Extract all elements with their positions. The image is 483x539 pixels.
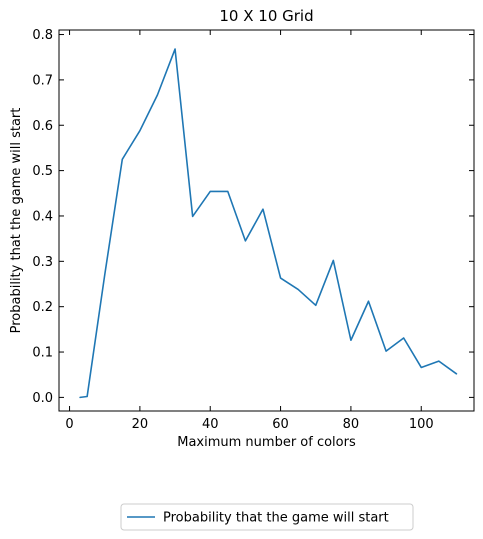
x-tick-label: 60 [272, 417, 289, 432]
y-tick-label: 0.7 [32, 73, 53, 88]
y-tick-label: 0.1 [32, 346, 53, 361]
series-line-0 [79, 48, 458, 399]
y-tick-label: 0.8 [32, 28, 53, 43]
x-tick-label: 0 [65, 417, 73, 432]
y-tick-label: 0.5 [32, 164, 53, 179]
x-tick-label: 80 [343, 417, 360, 432]
x-axis-label: Maximum number of colors [177, 435, 356, 450]
y-tick-label: 0.3 [32, 255, 53, 270]
plot-series [79, 48, 458, 399]
x-tick-label: 40 [202, 417, 219, 432]
chart-title: 10 X 10 Grid [219, 7, 313, 25]
y-tick-label: 0.4 [32, 209, 53, 224]
x-tick-label: 100 [409, 417, 434, 432]
y-tick-label: 0.0 [32, 391, 53, 406]
y-tick-label: 0.2 [32, 300, 53, 315]
axis-ticks: 0 20 40 60 80 100 0.0 0.1 0.2 0.3 0.4 0.5 0.6 0.7 0.8 [32, 28, 474, 432]
x-tick-label: 20 [132, 417, 149, 432]
plot-frame [58, 29, 475, 412]
legend: Probability that the game will start [120, 503, 414, 531]
y-tick-label: 0.6 [32, 119, 53, 134]
legend-label: Probability that the game will start [163, 511, 389, 526]
legend-box [120, 503, 414, 531]
y-axis-label: Probability that the game will start [9, 108, 24, 334]
